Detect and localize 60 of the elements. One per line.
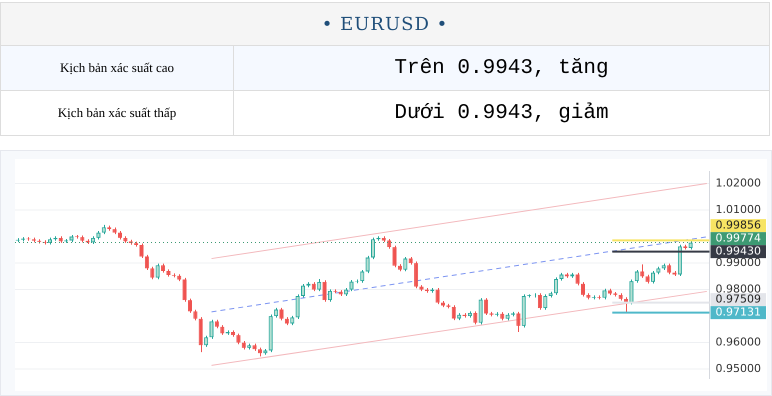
candlestick <box>182 277 187 302</box>
candlestick <box>473 310 478 325</box>
y-tick-label: 0.96000 <box>716 335 762 348</box>
candlestick <box>140 242 144 259</box>
text: Kịch bản xác suất thấp <box>0 90 234 136</box>
candlestick <box>436 287 440 305</box>
ref-line-label: 0.99774 <box>716 232 762 245</box>
chart-title: • EURUSD • <box>0 2 770 46</box>
candlestick <box>387 238 392 250</box>
ref-line-label: 0.97131 <box>716 305 762 318</box>
candlestick <box>640 264 644 278</box>
candlestick <box>150 266 154 280</box>
y-tick-label: 1.02000 <box>716 176 762 190</box>
candlestick <box>538 292 542 310</box>
candlestick <box>414 260 418 289</box>
candlestick <box>366 255 370 274</box>
candlestick <box>193 309 198 321</box>
candlestick <box>516 311 520 333</box>
candlestick <box>312 282 316 292</box>
text: Kịch bản xác suất cao <box>0 46 234 90</box>
candlestick <box>629 279 634 305</box>
candlestick <box>576 272 580 286</box>
candlestick <box>580 282 586 297</box>
candlestick <box>650 270 655 284</box>
ref-line-label: 0.99430 <box>716 244 762 258</box>
candlestick <box>392 245 397 268</box>
candlestick <box>220 324 224 336</box>
candlestick <box>274 307 278 318</box>
y-tick-label: 0.99000 <box>716 256 762 269</box>
candlestick <box>290 315 294 326</box>
candlestick <box>209 319 214 340</box>
candlestick <box>371 237 376 260</box>
candlestick <box>349 280 354 292</box>
candlestick <box>144 254 149 270</box>
candlestick <box>301 284 306 298</box>
candlestick <box>667 263 672 275</box>
candlestick <box>478 298 483 325</box>
text: Trên 0.9943, tăng <box>234 46 770 90</box>
candlestick <box>634 269 639 284</box>
ref-line-label: 0.99856 <box>716 218 762 232</box>
candlestick <box>188 298 192 314</box>
candlestick <box>236 333 240 345</box>
candlestick <box>317 278 322 292</box>
candlestick <box>296 294 300 320</box>
text: Dưới 0.9943, giảm <box>234 90 770 136</box>
candlestick <box>204 335 208 348</box>
candlestick <box>360 269 364 284</box>
candlestick <box>554 276 558 296</box>
candlestick <box>403 256 408 272</box>
candlestick <box>543 294 548 310</box>
candlestick <box>328 288 332 302</box>
candlestick <box>688 240 693 250</box>
candlestick <box>484 298 488 316</box>
candlestick <box>452 304 456 321</box>
candlestick <box>279 307 284 321</box>
candlestick <box>602 288 607 300</box>
y-tick-label: 0.95000 <box>716 362 762 375</box>
candlestick <box>322 280 327 302</box>
y-tick-label: 1.01000 <box>716 202 762 216</box>
candlestick <box>156 263 160 280</box>
